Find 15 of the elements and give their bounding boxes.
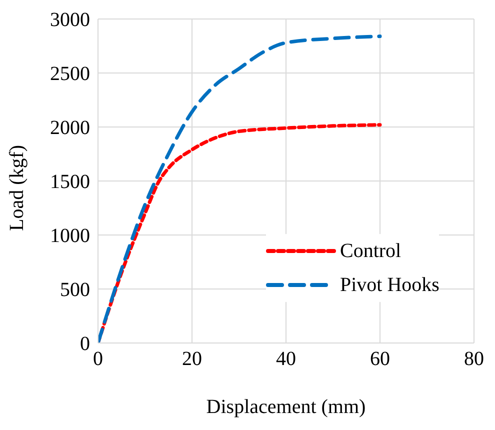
y-axis-title: Load (kgf) — [6, 144, 28, 231]
y-tick-label: 0 — [80, 333, 90, 356]
legend-label: Control — [340, 240, 402, 262]
legend-label: Pivot Hooks — [340, 274, 440, 296]
x-tick-label: 60 — [370, 348, 390, 370]
x-tick-label: 80 — [464, 348, 484, 370]
y-tick-label: 1000 — [50, 225, 90, 248]
x-axis-title: Displacement (mm) — [206, 396, 366, 418]
y-tick-label: 3000 — [50, 9, 90, 32]
x-tick-label: 40 — [276, 348, 296, 370]
y-tick-label: 2000 — [50, 117, 90, 140]
x-tick-label: 20 — [182, 348, 202, 370]
y-tick-label: 2500 — [50, 63, 90, 86]
y-tick-label: 500 — [60, 279, 90, 302]
y-tick-label: 1500 — [50, 171, 90, 194]
